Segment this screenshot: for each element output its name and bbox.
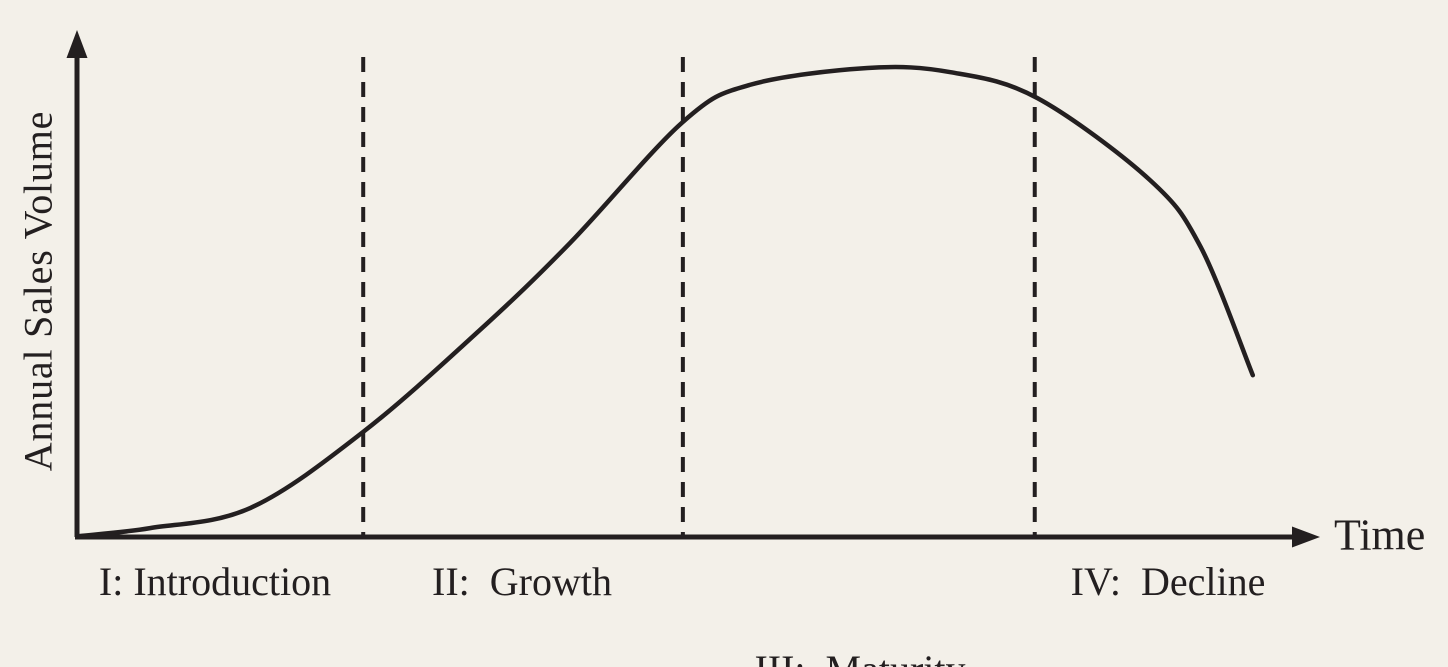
sales-curve — [77, 64, 1256, 539]
y-axis-label: Annual Sales Volume — [15, 110, 61, 472]
x-axis-label: Time — [1334, 510, 1426, 560]
x-axis-arrowhead-icon — [1292, 526, 1320, 548]
phase-label-maturity-line1: III: Maturity — [737, 648, 983, 667]
phase-boundaries — [361, 57, 1037, 537]
phase-label-decline: IV: Decline — [1070, 559, 1266, 604]
phase-label-maturity: III: Maturity or Stabilization — [737, 560, 983, 667]
phase-label-growth: II: Growth — [432, 559, 612, 604]
phase-label-introduction: I: Introduction — [98, 559, 332, 604]
axes — [66, 30, 1320, 548]
y-axis-arrowhead-icon — [66, 30, 88, 58]
